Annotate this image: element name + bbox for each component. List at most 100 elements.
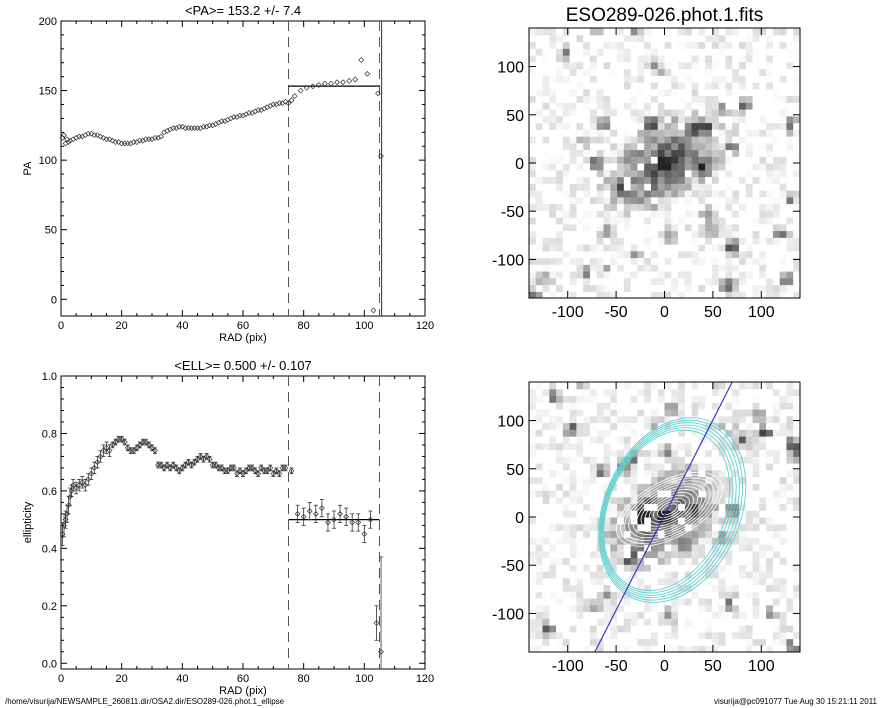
image-pixel	[793, 591, 800, 599]
isophote-contour	[624, 477, 715, 541]
image-pixel	[698, 210, 706, 218]
image-pixel	[664, 571, 672, 579]
image-pixel	[637, 136, 645, 144]
image-pixel	[725, 28, 733, 36]
image-pixel	[664, 190, 672, 198]
image-title: ESO289-026.phot.1.fits	[566, 5, 764, 26]
image-pixel	[535, 136, 544, 144]
image-pixel	[705, 517, 713, 525]
image-pixel	[583, 82, 591, 90]
image-pixel	[786, 631, 794, 640]
data-point	[65, 139, 72, 145]
image-pixel	[542, 82, 550, 90]
image-pixel	[684, 503, 693, 511]
image-pixel	[549, 149, 557, 157]
image-pixel	[596, 395, 605, 403]
image-pixel	[650, 88, 659, 97]
image-pixel	[786, 68, 794, 76]
image-pixel	[779, 230, 788, 238]
image-pixel	[576, 61, 584, 70]
data-point	[115, 139, 122, 145]
image-pixel	[732, 109, 740, 117]
image-pixel	[556, 210, 564, 218]
image-pixel	[623, 28, 632, 36]
y-axis-label: ellipticity	[22, 501, 34, 543]
image-pixel	[610, 257, 618, 265]
image-pixel	[650, 422, 659, 430]
image-pixel	[766, 544, 774, 552]
image-pixel	[718, 577, 727, 586]
image-pixel	[691, 429, 699, 437]
image-pixel	[691, 557, 699, 565]
image-pixel	[569, 388, 578, 397]
image-pixel	[589, 503, 598, 511]
image-pixel	[705, 122, 713, 130]
image-pixel	[691, 382, 699, 390]
image-pixel	[542, 584, 550, 592]
image-pixel	[779, 284, 788, 292]
image-pixel	[576, 183, 584, 191]
image-pixel	[678, 496, 686, 505]
image-pixel	[562, 284, 571, 292]
image-pixel	[678, 611, 686, 619]
image-pixel	[671, 237, 679, 245]
image-pixel	[772, 523, 781, 532]
image-pixel	[671, 503, 679, 511]
image-pixel	[793, 115, 800, 124]
image-pixel	[793, 496, 800, 505]
image-pixel	[569, 436, 578, 444]
image-pixel	[678, 210, 686, 218]
image-pixel	[535, 61, 544, 70]
image-pixel	[556, 564, 564, 572]
data-point	[231, 465, 237, 471]
image-pixel	[596, 129, 605, 137]
image-pixel	[556, 415, 564, 424]
image-pixel	[535, 48, 544, 56]
image-pixel	[705, 409, 713, 417]
image-pixel	[583, 557, 591, 565]
image-pixel	[569, 550, 578, 559]
image-pixel	[644, 382, 652, 390]
image-pixel	[786, 490, 794, 498]
image-pixel	[657, 102, 666, 110]
image-pixel	[678, 183, 686, 191]
image-pixel	[617, 28, 625, 36]
image-pixel	[542, 436, 550, 444]
image-pixel	[657, 61, 666, 70]
image-pixel	[766, 496, 774, 505]
image-pixel	[637, 409, 645, 417]
image-pixel	[772, 34, 781, 43]
image-pixel	[732, 291, 740, 298]
image-pixel	[644, 149, 652, 157]
image-pixel	[671, 598, 679, 606]
image-pixel	[617, 564, 625, 572]
image-pixel	[766, 638, 774, 646]
image-pixel	[535, 463, 544, 471]
image-pixel	[766, 61, 774, 70]
image-pixel	[542, 196, 550, 205]
image-pixel	[637, 68, 645, 76]
image-pixel	[644, 82, 652, 90]
image-pixel	[556, 271, 564, 279]
image-pixel	[678, 41, 686, 49]
image-pixel	[596, 210, 605, 218]
image-pixel	[779, 449, 788, 457]
image-pixel	[589, 163, 598, 171]
image-pixel	[583, 577, 591, 586]
image-pixel	[630, 591, 638, 599]
image-pixel	[657, 402, 666, 410]
image-pixel	[562, 102, 571, 110]
isophote-contour	[652, 497, 686, 521]
image-pixel	[617, 68, 625, 76]
image-pixel	[739, 645, 747, 652]
image-pixel	[576, 415, 584, 424]
image-pixel	[732, 544, 740, 552]
y-tick-label: 100	[497, 414, 524, 431]
image-pixel	[698, 530, 706, 538]
image-pixel	[711, 257, 720, 265]
data-point	[367, 516, 374, 523]
image-pixel	[711, 210, 720, 218]
image-pixel	[752, 496, 760, 505]
image-pixel	[576, 277, 584, 286]
image-pixel	[542, 95, 550, 103]
